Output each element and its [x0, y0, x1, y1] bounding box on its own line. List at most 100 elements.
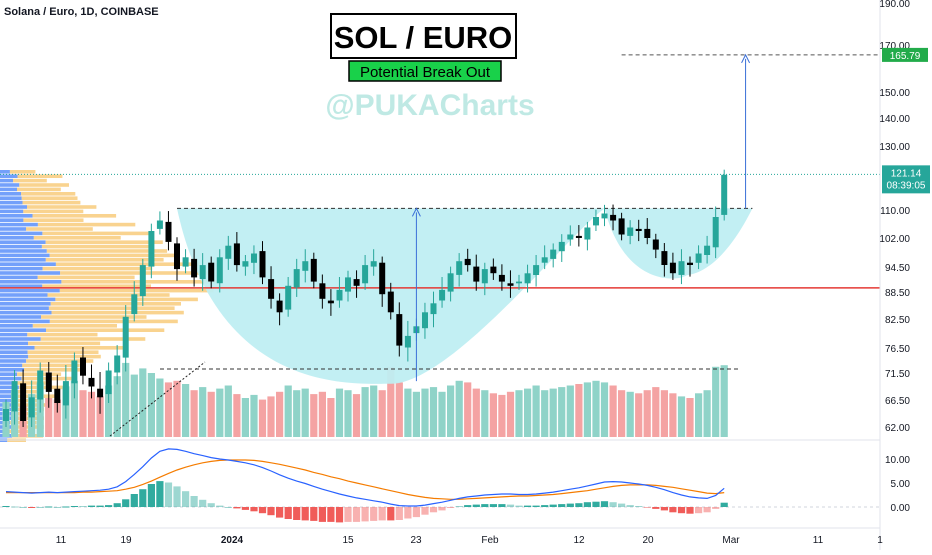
symbol-header: Solana / Euro, 1D, COINBASE [4, 6, 159, 18]
volume-profile-up-bar [0, 368, 24, 372]
candle-body [28, 397, 35, 418]
price-axis-tick: 150.00 [879, 88, 910, 99]
bar-countdown-label: 08:39:05 [887, 180, 926, 191]
volume-profile-up-bar [0, 178, 14, 183]
volume-bar [173, 380, 181, 437]
volume-profile-up-bar [0, 354, 29, 359]
volume-profile-up-bar [0, 200, 23, 205]
volume-bar [695, 393, 703, 437]
last-price-label: 121.14 [891, 168, 922, 179]
volume-profile-up-bar [0, 205, 27, 209]
volume-bar [276, 391, 284, 437]
volume-profile-up-bar [0, 372, 18, 376]
volume-profile-up-bar [0, 196, 22, 200]
volume-profile-up-bar [0, 376, 22, 381]
volume-profile-up-bar [0, 363, 23, 368]
watermark-text: @PUKACharts [325, 89, 534, 122]
macd-histogram-bar [677, 507, 686, 514]
volume-bar [549, 388, 557, 437]
subtitle-box [348, 60, 502, 82]
volume-profile-down-bar [27, 205, 97, 209]
macd-axis-tick: 5.00 [891, 479, 911, 490]
time-axis-tick: 11 [56, 535, 67, 546]
macd-histogram-bar [609, 502, 617, 507]
macd-histogram-bar [370, 507, 378, 521]
candle-body [293, 269, 300, 288]
volume-profile-down-bar [32, 214, 117, 218]
macd-histogram-bar [686, 507, 694, 514]
macd-histogram-bar [669, 507, 677, 513]
volume-profile-up-bar [0, 324, 33, 328]
macd-histogram-bar [11, 506, 19, 508]
candle-body [148, 231, 155, 267]
macd-histogram-bar [626, 505, 634, 507]
macd-histogram-bar [173, 486, 181, 507]
candle-body [695, 253, 702, 263]
time-axis[interactable]: 11 19 2024 15 23 Feb 12 20 Mar 11 1 [56, 535, 883, 546]
macd-histogram-bar [455, 506, 463, 507]
candle-body [268, 279, 275, 299]
price-axis-tick: 66.50 [885, 396, 910, 407]
volume-bar [267, 396, 275, 437]
volume-bar [421, 388, 429, 437]
macd-histogram-bar [464, 505, 472, 507]
macd-histogram-bar [481, 504, 489, 507]
price-axis[interactable]: 190.00 170.00 150.00 140.00 130.00 110.00 102.… [879, 0, 910, 434]
volume-profile-down-bar [42, 266, 153, 271]
volume-profile-up-bar [0, 266, 43, 271]
volume-bar [404, 388, 412, 437]
volume-profile-down-bar [55, 297, 198, 302]
volume-profile-down-bar [12, 425, 44, 429]
volume-bar [626, 391, 634, 437]
macd-histogram-bar [258, 507, 267, 514]
candle-body [20, 383, 27, 421]
candle-body [131, 294, 138, 315]
volume-bar [541, 390, 549, 437]
macd-axis[interactable]: 10.00 5.00 0.00 [885, 455, 910, 514]
macd-axis-tick: 10.00 [885, 455, 910, 466]
macd-histogram-bar [703, 507, 711, 513]
cup-depth-arrow-head [411, 207, 421, 217]
volume-profile-up-bar [0, 271, 61, 275]
volume-profile-down-bar [12, 381, 46, 385]
volume-profile-down-bar [21, 192, 76, 196]
time-axis-tick: Mar [722, 535, 740, 546]
volume-profile-up-bar [0, 288, 60, 293]
volume-bar [387, 366, 395, 437]
volume-profile-up-bar [0, 249, 47, 253]
price-axis-tick: 102.00 [879, 234, 910, 245]
macd-histogram-bar [618, 503, 626, 507]
volume-bar [139, 368, 147, 437]
volume-profile-down-bar [33, 236, 121, 240]
macd-axis-tick: 0.00 [891, 503, 911, 514]
macd-histogram-bar [447, 507, 455, 508]
volume-bar [224, 385, 232, 437]
macd-histogram-bar [438, 507, 446, 511]
candle-body [439, 289, 446, 301]
candle-body [550, 249, 557, 259]
volume-bar [677, 396, 686, 437]
macd-histogram-bar [139, 489, 147, 507]
candle-body [174, 243, 180, 270]
volume-bar [45, 398, 53, 437]
volume-bar [122, 362, 130, 437]
volume-bar [156, 378, 164, 437]
volume-profile-up-bar [0, 390, 12, 394]
macd-histogram-bar [79, 506, 87, 507]
candle-body [507, 283, 514, 286]
volume-profile-up-bar [0, 209, 24, 214]
volume-profile-down-bar [42, 231, 152, 236]
macd-histogram-bar [541, 505, 549, 507]
volume-profile-up-bar [0, 394, 17, 398]
candle-body [669, 262, 676, 274]
candle-body [558, 241, 565, 252]
macd-histogram-bar [635, 506, 643, 507]
candle-body [114, 355, 121, 373]
macd-histogram-bar [395, 507, 403, 520]
volume-profile-up-bar [0, 337, 41, 341]
macd-histogram-bar [335, 507, 344, 523]
volume-profile-down-bar [28, 341, 101, 346]
volume-bar [635, 393, 643, 437]
price-axis-tick: 94.50 [885, 263, 910, 274]
